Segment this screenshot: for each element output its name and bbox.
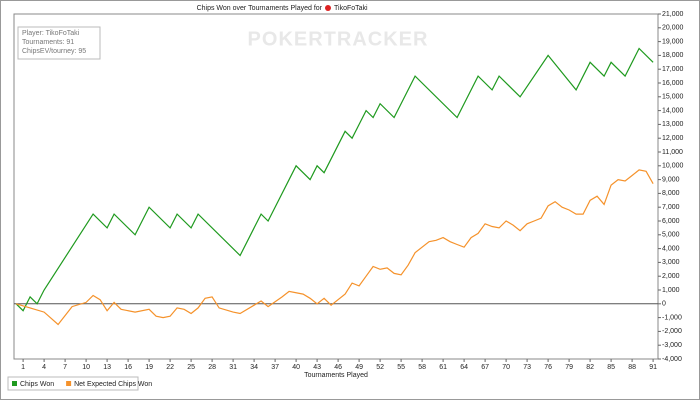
y-tick-label: 12,000 [662,135,684,142]
y-tick-label: 8,000 [662,190,680,197]
y-tick-label: 1,000 [662,287,680,294]
x-tick-label: 91 [649,364,657,371]
y-tick-label: 15,000 [662,94,684,101]
x-tick-label: 40 [292,364,300,371]
y-tick-label: 17,000 [662,66,684,73]
y-tick-label: 14,000 [662,107,684,114]
y-tick-label: 16,000 [662,80,684,87]
x-tick-label: 61 [439,364,447,371]
info-line: ChipsEV/tourney: 95 [22,48,86,55]
x-tick-label: 88 [628,364,636,371]
y-tick-label: 11,000 [662,149,683,156]
legend-label: Chips Won [20,381,54,388]
x-tick-label: 46 [334,364,342,371]
y-tick-label: 20,000 [662,25,684,32]
x-tick-label: 1 [21,364,25,371]
series-line [15,47,654,312]
y-tick-label: 9,000 [662,176,680,183]
flag-icon [325,5,331,11]
x-tick-label: 10 [82,364,90,371]
x-tick-label: 34 [250,364,258,371]
x-tick-label: 7 [63,364,67,371]
y-tick-label: 19,000 [662,38,684,45]
x-tick-label: 52 [376,364,384,371]
x-tick-label: 67 [481,364,489,371]
y-tick-label: -4,000 [662,356,682,363]
x-tick-label: 73 [523,364,531,371]
legend [7,376,139,391]
y-tick-label: 3,000 [662,259,680,266]
y-tick-label: 10,000 [662,163,684,170]
x-tick-label: 49 [355,364,363,371]
plot-area [13,13,659,360]
series-line [15,169,654,326]
x-tick-label: 22 [166,364,174,371]
legend-label: Net Expected Chips Won [74,381,152,388]
x-tick-label: 19 [145,364,153,371]
y-tick-label: 7,000 [662,204,680,211]
x-tick-label: 25 [187,364,195,371]
legend-swatch [66,381,72,386]
y-tick-label: 2,000 [662,273,680,280]
y-tick-label: 0 [662,301,666,308]
x-tick-label: 43 [313,364,321,371]
y-tick-label: 6,000 [662,218,680,225]
y-tick-label: 18,000 [662,52,684,59]
x-tick-label: 55 [397,364,405,371]
y-tick-label: -2,000 [662,328,682,335]
x-tick-label: 64 [460,364,468,371]
y-tick-label: 5,000 [662,232,680,239]
x-tick-label: 31 [229,364,237,371]
x-tick-label: 37 [271,364,279,371]
y-tick-label: 4,000 [662,245,680,252]
x-tick-label: 13 [103,364,111,371]
x-tick-label: 76 [544,364,552,371]
y-tick-label: -3,000 [662,342,682,349]
player-name: TikoFoTaki [334,5,368,12]
info-box [17,26,101,60]
x-axis-label: Tournaments Played [304,372,368,379]
y-tick-label: -1,000 [662,314,682,321]
x-tick-label: 4 [42,364,46,371]
y-tick-label: 13,000 [662,121,684,128]
y-tick-label: 21,000 [662,11,684,18]
x-tick-label: 58 [418,364,426,371]
info-line: Tournaments: 91 [22,39,74,46]
legend-swatch [12,381,17,386]
x-tick-label: 70 [502,364,510,371]
info-line: Player: TikoFoTaki [22,30,80,37]
x-tick-label: 85 [607,364,615,371]
x-tick-label: 79 [565,364,573,371]
x-tick-label: 82 [586,364,594,371]
x-tick-label: 28 [208,364,216,371]
watermark: POKERTRACKER [248,28,429,50]
chart-title: Chips Won over Tournaments Played for [197,5,323,12]
x-tick-label: 16 [124,364,132,371]
